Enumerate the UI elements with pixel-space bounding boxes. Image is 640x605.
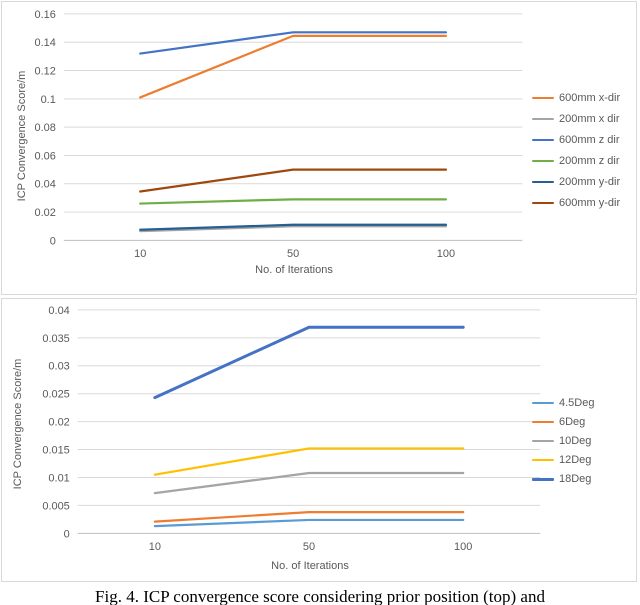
x-tick-label: 100 (437, 248, 455, 260)
legend-item-200mm-z-dir: 200mm z dir (532, 154, 620, 168)
series-line-4-5deg (153, 518, 465, 528)
y-tick-label: 0.12 (34, 66, 55, 78)
series-line-600mm-y-dir (139, 168, 448, 193)
legend-label: 6Deg (559, 416, 586, 428)
y-tick-label: 0.035 (42, 333, 69, 345)
legend-item-200mm-x-dir: 200mm x dir (532, 112, 620, 126)
y-tick-label: 0.025 (42, 389, 69, 401)
legend-label: 200mm y-dir (559, 176, 621, 188)
top-chart: 0 0.02 0.04 0.06 0.08 0.1 0.12 0.14 0.16 10 50 100 … (1, 1, 637, 295)
legend-item-4-5deg: 4.5Deg (532, 396, 594, 410)
series-line-10deg (153, 471, 465, 495)
legend-item-6deg: 6Deg (532, 415, 594, 429)
bottom-chart-legend: 4.5Deg 6Deg 10Deg 12Deg 18Deg (532, 396, 594, 491)
legend-label: 10Deg (559, 435, 592, 447)
x-tick-label: 50 (287, 248, 299, 260)
y-tick-label: 0.015 (42, 445, 69, 457)
legend-label: 18Deg (559, 473, 592, 485)
series-line-12deg (153, 447, 465, 476)
x-tick-label: 10 (149, 541, 161, 553)
legend-line-swatch (532, 202, 554, 204)
y-tick-label: 0.16 (34, 9, 55, 21)
series-line-600mm-z-dir (139, 31, 448, 55)
legend-line-swatch (532, 402, 554, 404)
y-tick-label: 0.005 (42, 500, 69, 512)
y-tick-label: 0.14 (34, 37, 55, 49)
top-chart-plot-area: 0 0.02 0.04 0.06 0.08 0.1 0.12 0.14 0.16 10 50 100 (34, 9, 523, 260)
legend-line-swatch (532, 181, 554, 183)
legend-line-swatch (532, 459, 554, 461)
y-tick-label: 0.01 (48, 472, 69, 484)
bottom-chart-y-axis-title: ICP Convergence Score/m (12, 358, 24, 490)
legend-line-swatch (532, 477, 554, 481)
y-tick-label: 0.06 (34, 150, 55, 162)
legend-label: 200mm z dir (559, 155, 620, 167)
y-tick-label: 0.02 (48, 417, 69, 429)
legend-item-12deg: 12Deg (532, 453, 594, 467)
legend-item-600mm-y-dir: 600mm y-dir (532, 196, 620, 210)
y-tick-label: 0.03 (48, 361, 69, 373)
legend-label: 600mm z dir (559, 134, 620, 146)
y-tick-label: 0.04 (48, 305, 69, 317)
legend-line-swatch (532, 139, 554, 141)
legend-item-200mm-y-dir: 200mm y-dir (532, 175, 620, 189)
y-tick-label: 0 (64, 528, 70, 540)
legend-line-swatch (532, 440, 554, 442)
legend-line-swatch (532, 160, 554, 162)
series-line-6deg (153, 510, 465, 523)
x-tick-label: 10 (134, 248, 146, 260)
y-tick-label: 0.04 (34, 179, 55, 191)
legend-line-swatch (532, 421, 554, 423)
legend-label: 600mm x-dir (559, 92, 621, 104)
legend-line-swatch (532, 97, 554, 99)
top-chart-legend: 600mm x-dir 200mm x dir 600mm z dir 200mm z… (532, 91, 620, 217)
legend-item-10deg: 10Deg (532, 434, 594, 448)
bottom-chart: 0 0.005 0.01 0.015 0.02 0.025 0.03 0.035 0.04 10 5… (1, 298, 637, 582)
legend-item-600mm-z-dir: 600mm z dir (532, 133, 620, 147)
series-line-600mm-x-dir (139, 34, 448, 99)
top-chart-y-axis-title: ICP Convergence Score/m (16, 70, 28, 202)
bottom-chart-plot-area: 0 0.005 0.01 0.015 0.02 0.025 0.03 0.035 0.04 10 5… (42, 305, 541, 553)
bottom-chart-x-axis-title: No. of Iterations (271, 560, 349, 572)
series-line-200mm-z-dir (139, 198, 448, 205)
figure-caption: Fig. 4. ICP convergence score considerin… (95, 587, 545, 605)
legend-item-600mm-x-dir: 600mm x-dir (532, 91, 620, 105)
legend-item-18deg: 18Deg (532, 472, 594, 486)
y-tick-label: 0 (50, 235, 56, 247)
top-chart-x-axis-title: No. of Iterations (255, 264, 333, 276)
y-tick-label: 0.02 (34, 207, 55, 219)
y-tick-label: 0.1 (41, 94, 56, 106)
legend-label: 600mm y-dir (559, 197, 621, 209)
legend-label: 12Deg (559, 454, 592, 466)
series-line-200mm-y-dir (139, 223, 448, 231)
series-line-200mm-x-dir (139, 225, 448, 233)
legend-line-swatch (532, 118, 554, 120)
legend-label: 4.5Deg (559, 397, 595, 409)
x-tick-label: 100 (454, 541, 472, 553)
series-line-18deg (153, 325, 465, 400)
x-tick-label: 50 (303, 541, 315, 553)
legend-label: 200mm x dir (559, 113, 620, 125)
y-tick-label: 0.08 (34, 122, 55, 134)
